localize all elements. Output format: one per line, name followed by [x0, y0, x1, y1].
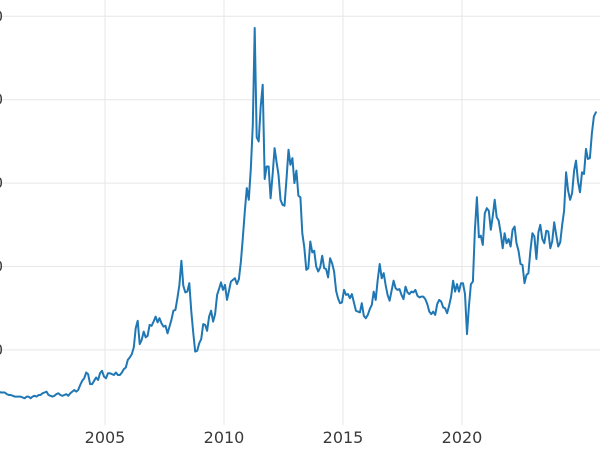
y-axis-labels: 10 20 30 40 50	[0, 7, 3, 359]
price-line	[0, 27, 597, 400]
grid-lines	[0, 0, 600, 425]
x-tick-label: 2010	[204, 428, 245, 447]
x-tick-label: 2020	[442, 428, 483, 447]
y-tick-label: 20	[0, 258, 3, 276]
y-tick-label: 40	[0, 91, 3, 109]
x-axis-labels: 2005 2010 2015 2020	[85, 428, 483, 447]
x-tick-label: 2005	[85, 428, 126, 447]
y-tick-label: 50	[0, 7, 3, 25]
y-tick-label: 10	[0, 341, 3, 359]
y-tick-label: 30	[0, 174, 3, 192]
x-tick-label: 2015	[323, 428, 364, 447]
